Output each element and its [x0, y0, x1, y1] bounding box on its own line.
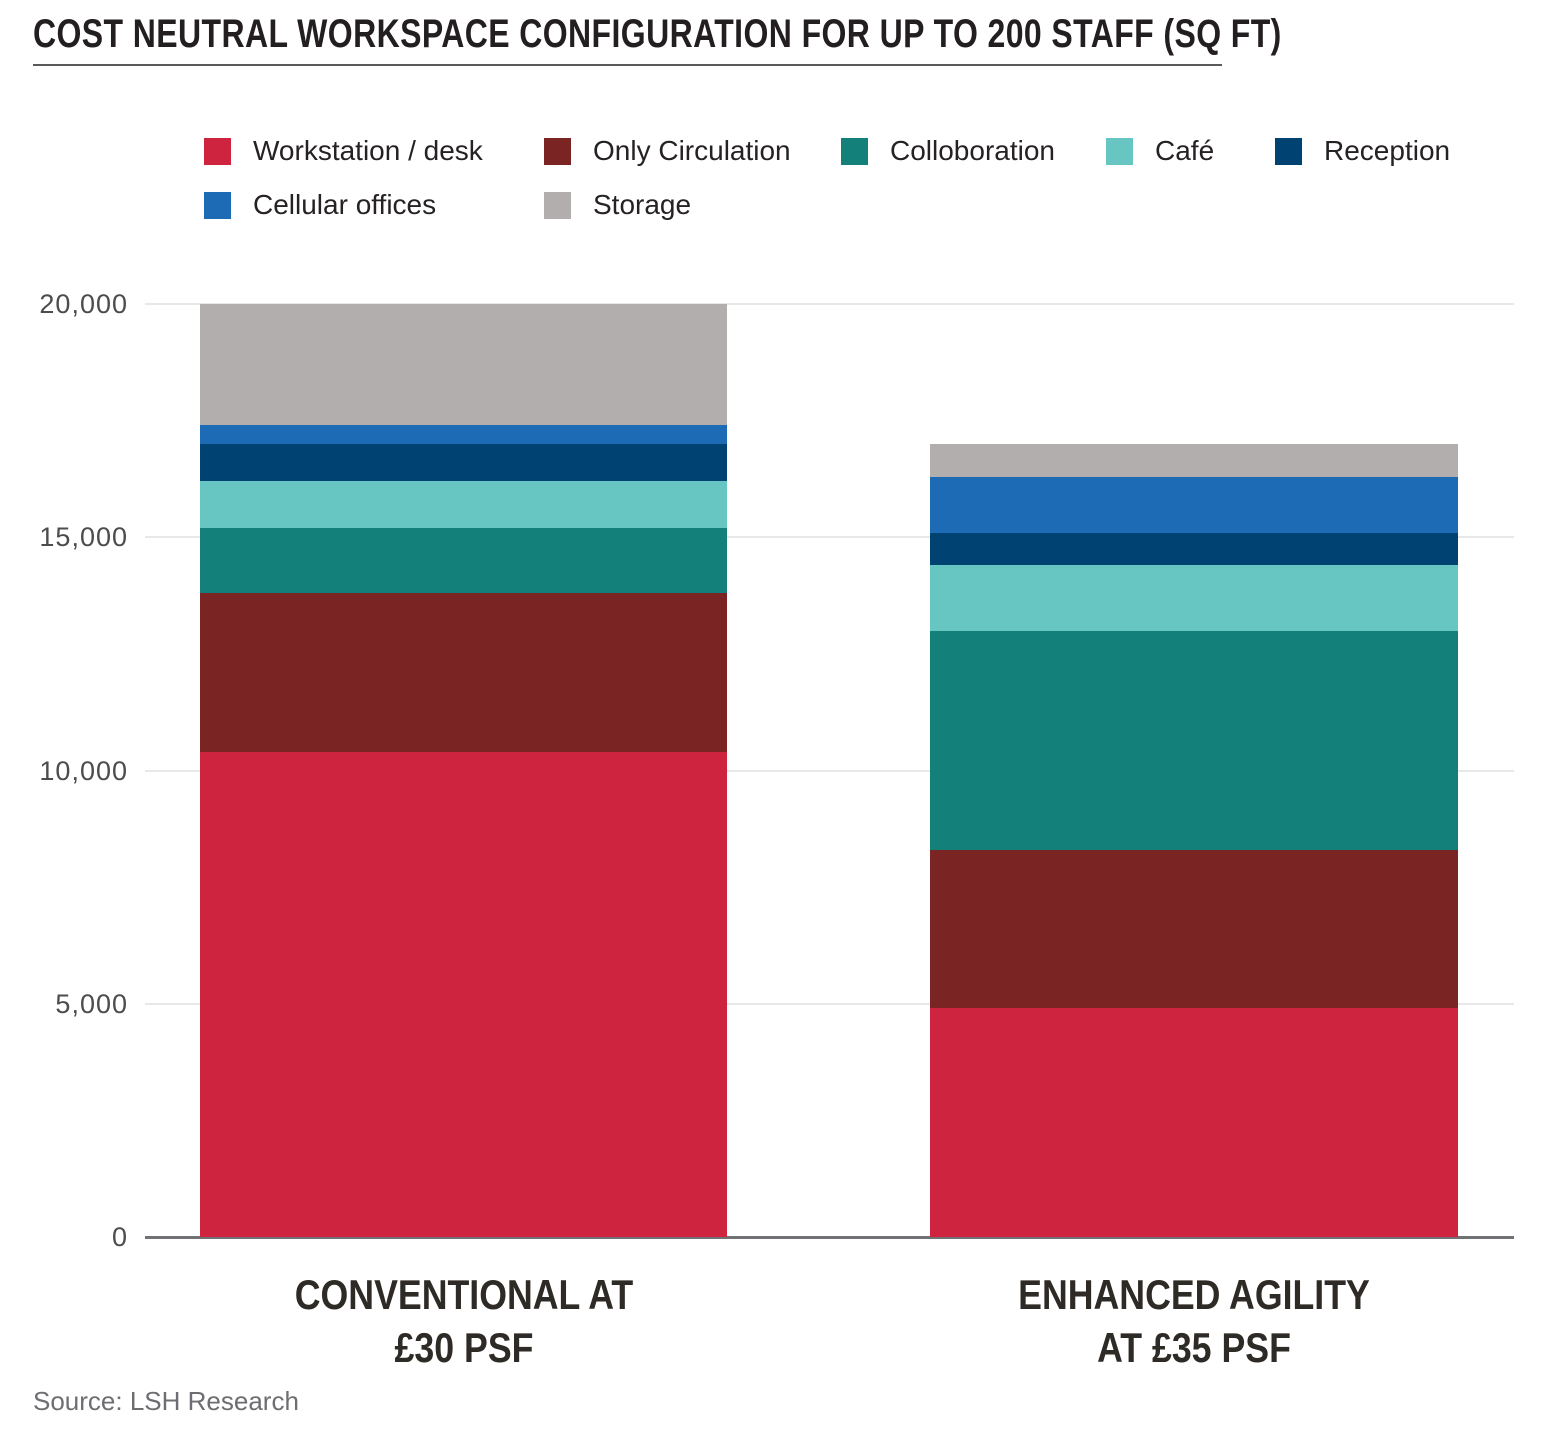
- y-axis-tick-label: 0: [111, 1222, 128, 1252]
- legend-item-workstation-desk: Workstation / desk: [204, 135, 483, 167]
- category-label-line: £30 PSF: [394, 1324, 533, 1371]
- chart-title: COST NEUTRAL WORKSPACE CONFIGURATION FOR…: [33, 12, 1282, 56]
- source-note: Source: LSH Research: [33, 1386, 299, 1416]
- bar-segment-only-circulation: [200, 593, 727, 752]
- stacked-bar-enhanced-agility: [930, 444, 1458, 1237]
- y-axis-tick-label: 15,000: [39, 522, 128, 553]
- bar-segment-workstation-desk: [930, 1008, 1458, 1237]
- category-label: ENHANCED AGILITY AT £35 PSF: [939, 1268, 1449, 1374]
- bar-segment-cellular-offices: [200, 425, 727, 444]
- bar-segment-caf: [930, 565, 1458, 631]
- y-axis-tick-label: 5,000: [55, 988, 128, 1019]
- stacked-bar-conventional-at: [200, 304, 727, 1237]
- title-rule: [33, 64, 1222, 66]
- legend-item-colloboration: Colloboration: [841, 135, 1055, 167]
- legend-label: Reception: [1324, 135, 1451, 166]
- y-axis-tick-label: 20,000: [39, 289, 128, 319]
- legend-item-only-circulation: Only Circulation: [544, 135, 791, 167]
- gridline: [145, 1002, 1514, 1005]
- bar-segment-cellular-offices: [930, 476, 1458, 533]
- bar-segment-storage: [200, 304, 727, 426]
- bar-segment-reception: [930, 532, 1458, 566]
- bar-segment-colloboration: [930, 630, 1458, 850]
- legend-swatch: [1106, 137, 1133, 165]
- gridline: [145, 303, 1514, 305]
- legend-item-storage: Storage: [544, 189, 691, 221]
- legend-label: Workstation / desk: [253, 135, 483, 166]
- category-label-line: ENHANCED AGILITY: [1018, 1271, 1370, 1318]
- legend-swatch: [204, 191, 231, 219]
- category-label-line: AT £35 PSF: [1097, 1324, 1291, 1371]
- legend-item-cellular-offices: Cellular offices: [204, 189, 436, 221]
- legend-item-reception: Reception: [1275, 135, 1450, 167]
- category-label-line: CONVENTIONAL AT: [294, 1271, 633, 1318]
- legend-swatch: [204, 137, 231, 165]
- legend-label: Cellular offices: [253, 189, 437, 220]
- legend-label: Café: [1155, 135, 1215, 166]
- bar-segment-storage: [930, 444, 1458, 477]
- bar-segment-workstation-desk: [200, 751, 727, 1237]
- legend-label: Only Circulation: [593, 135, 791, 166]
- legend-label: Storage: [593, 189, 692, 220]
- gridline: [145, 536, 1514, 539]
- bar-segment-reception: [200, 443, 727, 482]
- legend-label: Colloboration: [890, 135, 1055, 166]
- category-label: CONVENTIONAL AT £30 PSF: [209, 1268, 719, 1374]
- y-axis-tick-label: 10,000: [39, 755, 128, 786]
- bar-segment-colloboration: [200, 527, 727, 594]
- x-axis-line: [145, 1236, 1514, 1239]
- bar-segment-caf: [200, 481, 727, 528]
- legend-item-caf: Café: [1106, 135, 1214, 167]
- legend-swatch: [544, 137, 571, 165]
- legend-swatch: [544, 191, 571, 219]
- legend-swatch: [1275, 137, 1302, 165]
- bar-segment-only-circulation: [930, 849, 1458, 1009]
- gridline: [145, 769, 1514, 772]
- legend-swatch: [841, 137, 868, 165]
